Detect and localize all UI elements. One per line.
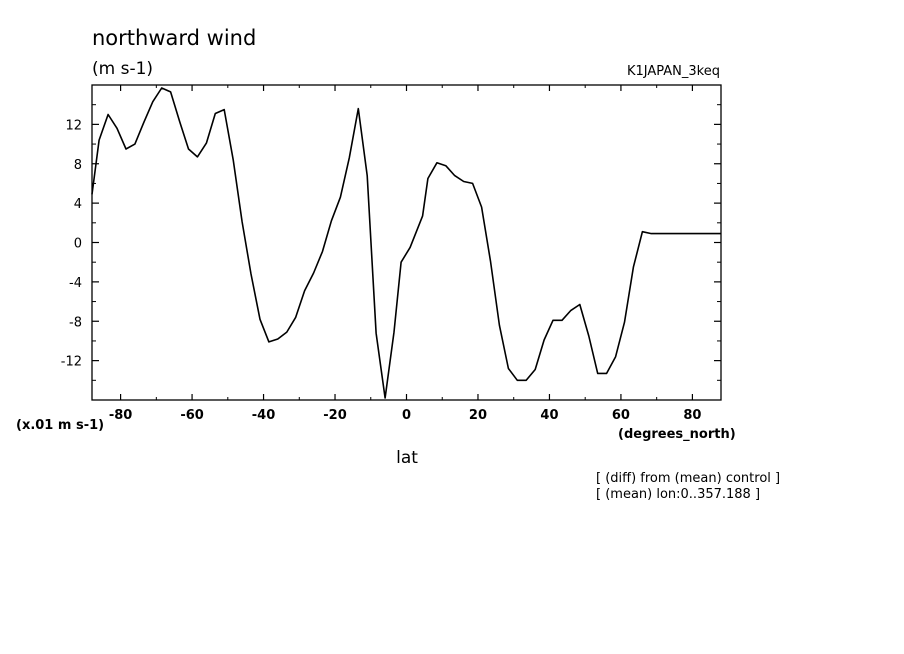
plot-frame	[91, 84, 722, 401]
x-tick-label: -20	[323, 408, 347, 423]
scale-note: (x.01 m s-1)	[16, 418, 104, 433]
note-diff: [ (diff) from (mean) control ]	[596, 471, 780, 486]
x-tick-label: 80	[683, 408, 701, 423]
y-tick-label: 12	[65, 118, 82, 133]
x-tick-label: -40	[252, 408, 276, 423]
x-tick-label: -60	[180, 408, 204, 423]
x-tick-label: 20	[469, 408, 487, 423]
note-mean: [ (mean) lon:0..357.188 ]	[596, 487, 760, 502]
y-tick-label: 0	[74, 237, 82, 252]
y-tick-label: 4	[74, 197, 82, 212]
y-axis-ticks: -12 -8 -4 0 4 8 12	[61, 104, 721, 381]
units-label: (m s-1)	[92, 59, 153, 79]
x-tick-label: 40	[540, 408, 558, 423]
x-tick-label: -80	[109, 408, 133, 423]
x-axis-label: lat	[396, 448, 418, 468]
y-tick-label: -12	[61, 355, 82, 370]
series-line	[91, 87, 721, 399]
chart-title: northward wind	[92, 26, 256, 50]
experiment-label: K1JAPAN_3keq	[627, 64, 720, 79]
x-axis-ticks: -80 -60 -40 -20 0 20 40 60 80	[109, 85, 701, 423]
y-tick-label: 8	[74, 158, 82, 173]
x-tick-label: 0	[402, 408, 411, 423]
x-units-label: (degrees_north)	[618, 427, 736, 442]
y-tick-label: -8	[69, 315, 82, 330]
y-tick-label: -4	[69, 276, 82, 291]
x-tick-label: 60	[612, 408, 630, 423]
